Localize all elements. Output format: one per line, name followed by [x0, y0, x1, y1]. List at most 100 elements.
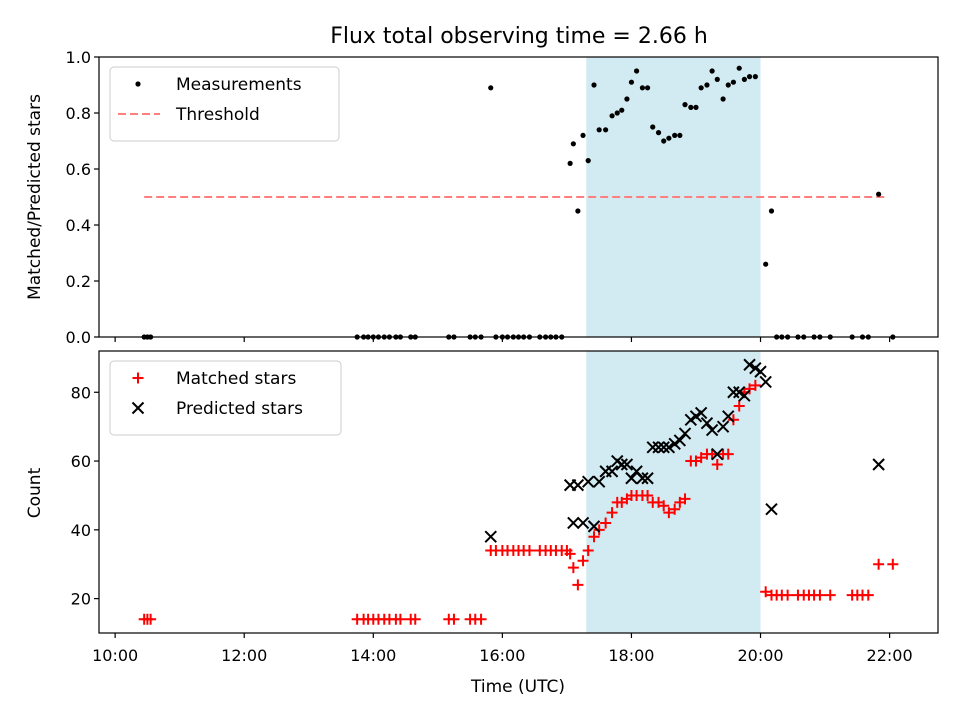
data-point — [698, 85, 704, 91]
data-point — [704, 82, 710, 88]
data-point — [641, 472, 654, 485]
data-point — [657, 441, 670, 454]
y-tick-label: 0.2 — [66, 272, 91, 291]
data-point — [768, 208, 775, 214]
data-point — [663, 507, 675, 519]
data-point — [669, 503, 681, 515]
data-point — [135, 81, 141, 87]
data-point — [580, 132, 586, 138]
data-point — [716, 420, 730, 433]
data-point — [736, 65, 742, 71]
data-point — [634, 68, 640, 74]
data-point — [603, 127, 609, 133]
data-point — [658, 500, 670, 512]
legend-label: Measurements — [176, 75, 302, 95]
data-point — [688, 104, 694, 110]
data-point — [619, 107, 625, 113]
plot-frame — [98, 350, 939, 634]
data-point — [741, 76, 747, 82]
data-point — [661, 138, 667, 144]
data-point — [625, 472, 638, 485]
data-point — [759, 375, 772, 389]
data-point — [596, 127, 602, 133]
data-point — [581, 475, 595, 488]
data-point — [600, 517, 612, 529]
data-point — [814, 589, 826, 601]
top-y-axis-label: Matched/Predicted stars — [25, 94, 45, 300]
series-predicted-stars — [484, 358, 885, 543]
data-point — [484, 530, 497, 543]
data-point — [714, 76, 720, 82]
data-point — [722, 410, 735, 423]
data-point — [705, 423, 719, 437]
x-tick-label: 22:00 — [867, 646, 913, 665]
data-point — [145, 613, 157, 625]
x-tick-label: 12:00 — [221, 646, 267, 665]
legend-label: Matched stars — [176, 369, 296, 389]
data-point — [763, 261, 769, 267]
data-point — [720, 96, 726, 102]
y-tick-label: 0.6 — [66, 160, 91, 179]
data-point — [887, 558, 899, 570]
legend-box — [109, 66, 340, 142]
data-point — [733, 400, 745, 412]
data-point — [609, 113, 615, 119]
data-point — [614, 110, 620, 116]
data-point — [570, 141, 576, 147]
top-panel: 0.0 0.2 0.4 0.6 0.8 1.0 Measurements Threshold — [66, 48, 939, 347]
data-point — [678, 427, 692, 440]
data-point — [615, 458, 628, 471]
data-point — [666, 135, 672, 141]
data-point — [694, 406, 708, 420]
data-point — [582, 544, 594, 556]
data-point — [695, 452, 707, 464]
data-point — [409, 613, 421, 625]
data-point — [760, 586, 772, 598]
data-point — [591, 82, 597, 88]
data-point — [564, 548, 576, 560]
data-point — [744, 383, 756, 395]
data-point — [709, 68, 715, 74]
data-point — [577, 555, 589, 567]
data-point — [662, 441, 676, 454]
data-point — [725, 82, 731, 88]
data-point — [655, 130, 662, 136]
data-point — [567, 516, 580, 530]
data-point — [677, 132, 683, 138]
data-point — [862, 589, 874, 601]
data-point — [876, 191, 882, 197]
data-point — [636, 472, 649, 485]
data-point — [700, 417, 714, 430]
shaded-region — [586, 351, 761, 633]
data-point — [642, 489, 654, 501]
data-point — [588, 531, 600, 543]
data-point — [605, 465, 619, 478]
data-point — [131, 401, 145, 415]
legend-label: Threshold — [175, 105, 260, 125]
data-point — [567, 562, 579, 574]
data-point — [706, 448, 718, 460]
x-tick-label: 10:00 — [92, 646, 138, 665]
x-tick-label: 16:00 — [479, 646, 525, 665]
data-point — [765, 502, 778, 516]
data-point — [730, 79, 737, 85]
data-point — [576, 516, 590, 530]
data-point — [727, 386, 740, 399]
data-point — [711, 458, 723, 470]
data-point — [727, 414, 739, 426]
data-point — [679, 493, 691, 505]
data-point — [592, 475, 606, 488]
data-point — [448, 613, 460, 625]
data-point — [693, 104, 699, 110]
data-point — [746, 74, 753, 80]
data-point — [593, 524, 605, 536]
y-tick-label: 0.4 — [66, 216, 91, 235]
data-point — [722, 448, 734, 460]
data-point — [824, 589, 836, 601]
data-point — [743, 358, 756, 371]
data-point — [587, 520, 601, 533]
x-tick-label: 14:00 — [350, 646, 396, 665]
data-point — [872, 458, 885, 471]
data-point — [749, 379, 761, 391]
